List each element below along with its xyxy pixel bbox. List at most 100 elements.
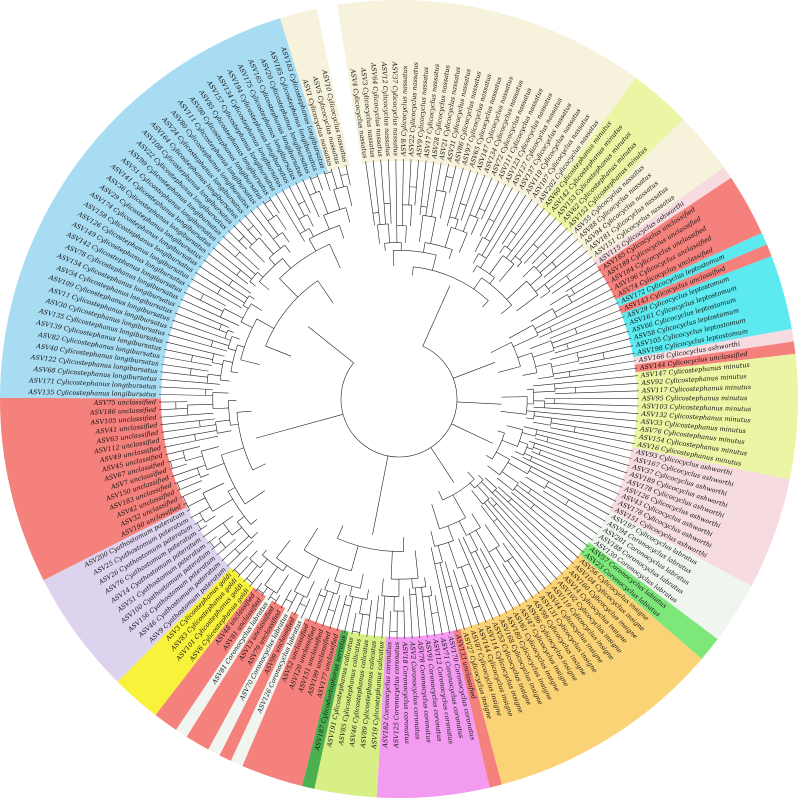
branch	[480, 505, 494, 522]
branch	[487, 465, 500, 476]
branch	[307, 214, 314, 227]
branch	[247, 225, 254, 231]
branch	[506, 280, 527, 300]
clade-band-leptostomum	[621, 256, 792, 358]
leaf-label: ASV95 Cylicostephanus minutus	[641, 394, 748, 402]
branch	[232, 527, 242, 536]
branch	[528, 488, 532, 494]
branch	[549, 295, 616, 328]
branch	[533, 383, 555, 387]
branch	[336, 582, 341, 595]
branch	[200, 525, 208, 530]
branch	[252, 463, 266, 471]
branch	[436, 189, 447, 193]
branch	[501, 439, 518, 447]
branch	[317, 280, 334, 304]
branch	[340, 173, 348, 176]
branch	[262, 554, 284, 572]
branch	[174, 482, 178, 484]
branch	[535, 433, 549, 438]
branch	[577, 316, 625, 335]
branch	[549, 326, 553, 333]
branch	[430, 447, 455, 483]
branch	[571, 281, 609, 303]
branch	[534, 438, 547, 443]
branch	[190, 374, 208, 378]
branch	[454, 219, 459, 229]
branch	[217, 293, 242, 309]
branch	[273, 232, 283, 240]
branch	[255, 588, 258, 592]
branch	[513, 334, 539, 347]
branch	[471, 513, 481, 528]
branch	[234, 535, 250, 550]
branch	[282, 232, 290, 243]
branch	[242, 305, 249, 309]
branch	[372, 160, 380, 213]
branch	[185, 455, 203, 462]
branch	[446, 216, 451, 227]
branch	[415, 594, 421, 639]
branch	[416, 159, 419, 188]
branch	[452, 165, 457, 179]
branch	[574, 328, 578, 334]
branch	[470, 549, 478, 554]
branch	[319, 594, 326, 598]
branch	[324, 578, 330, 590]
branch	[199, 420, 201, 427]
branch	[299, 595, 304, 604]
branch	[337, 525, 344, 539]
branch	[434, 594, 439, 613]
branch	[163, 440, 196, 448]
branch	[224, 338, 231, 341]
clade-band-nassatum	[280, 8, 350, 172]
branch	[306, 598, 311, 607]
branch	[322, 609, 329, 627]
branch	[469, 214, 479, 219]
branch	[448, 249, 453, 260]
leaf-label: ASV186 unclassified	[89, 406, 157, 417]
branch	[519, 243, 534, 261]
branch	[553, 376, 571, 380]
branch	[576, 352, 580, 362]
clade-band-unclassified	[618, 244, 772, 314]
branch	[522, 432, 536, 437]
branch	[195, 271, 222, 289]
branch	[200, 473, 209, 478]
branch	[334, 580, 361, 589]
branch	[523, 426, 538, 431]
branch	[298, 219, 306, 231]
branch	[249, 558, 261, 569]
branch	[484, 565, 490, 570]
branch	[538, 222, 563, 249]
branch	[488, 183, 507, 219]
branch	[236, 521, 252, 539]
branch	[251, 532, 258, 539]
branch	[538, 454, 623, 488]
branch	[431, 612, 439, 614]
branch	[274, 600, 277, 605]
branch	[273, 238, 281, 249]
branch	[377, 224, 380, 244]
branch	[191, 361, 212, 366]
branch	[551, 333, 578, 344]
branch	[502, 542, 513, 558]
branch	[529, 470, 549, 482]
branch	[237, 574, 241, 578]
branch	[210, 340, 214, 347]
branch	[198, 529, 202, 532]
branch	[287, 602, 293, 612]
branch	[187, 497, 206, 507]
branch	[196, 467, 201, 478]
branch	[445, 587, 458, 632]
branch	[469, 174, 486, 215]
branch	[244, 214, 254, 226]
branch	[342, 414, 388, 457]
branch	[160, 420, 200, 426]
branch	[604, 352, 635, 360]
branch	[520, 579, 534, 599]
branch	[233, 225, 245, 237]
branch	[207, 382, 220, 385]
branch	[474, 479, 484, 489]
branch	[212, 407, 229, 410]
